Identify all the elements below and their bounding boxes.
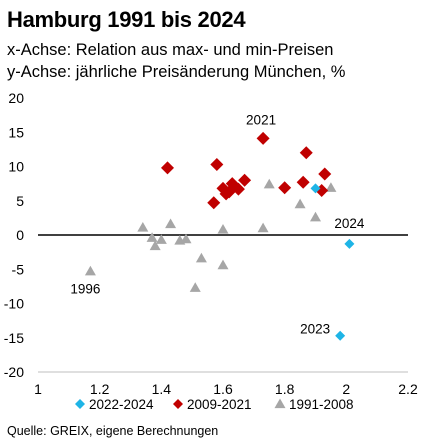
data-point-2009-2021: [296, 175, 310, 189]
x-tick-label: 2.2: [398, 381, 418, 397]
data-point-1991-2008: [84, 265, 96, 276]
legend-marker: [75, 399, 85, 409]
data-point-2009-2021: [161, 161, 174, 175]
data-point-1991-2008: [165, 218, 177, 229]
data-point-2022-2024: [335, 330, 346, 341]
data-point-1991-2008: [189, 282, 201, 292]
x-tick-label: 1.6: [213, 381, 233, 397]
y-tick-label: -15: [4, 330, 24, 346]
data-point-1991-2008: [137, 221, 149, 232]
data-point-1991-2008: [195, 252, 207, 263]
legend-label: 1991-2008: [289, 397, 354, 412]
data-point-1991-2008: [155, 234, 167, 244]
annotation-label: 1996: [70, 281, 100, 296]
chart-title: Hamburg 1991 bis 2024: [7, 7, 246, 32]
data-point-1991-2008: [263, 178, 275, 189]
data-point-1991-2008: [257, 222, 269, 233]
data-point-1991-2008: [217, 259, 229, 270]
y-tick-label: 10: [8, 159, 24, 175]
legend-marker: [274, 398, 286, 409]
x-tick-label: 1.8: [275, 381, 295, 397]
data-point-1991-2008: [146, 232, 158, 242]
legend-label: 2022-2024: [89, 397, 154, 412]
data-point-1991-2008: [325, 182, 337, 192]
data-point-2022-2024: [310, 183, 321, 194]
data-point-2009-2021: [231, 182, 245, 196]
data-point-2009-2021: [238, 173, 252, 187]
data-point-2009-2021: [278, 181, 292, 195]
data-point-1991-2008: [294, 198, 306, 209]
data-point-2022-2024: [344, 238, 355, 249]
chart-subtitle-x-axis: x-Achse: Relation aus max- und min-Preis…: [7, 41, 334, 59]
annotation-label: 2021: [246, 112, 276, 127]
y-tick-label: -20: [4, 364, 24, 380]
legend-marker: [173, 399, 183, 409]
data-point-2009-2021: [318, 167, 332, 181]
data-point-1991-2008: [180, 233, 192, 244]
y-tick-label: -5: [12, 261, 25, 277]
x-tick-label: 1.4: [152, 381, 172, 397]
data-point-2009-2021: [256, 131, 270, 145]
y-tick-label: -10: [4, 296, 24, 312]
annotation-label: 2024: [334, 216, 365, 231]
legend-label: 2009-2021: [187, 397, 252, 412]
x-tick-label: 1.2: [90, 381, 110, 397]
y-tick-label: 15: [8, 124, 24, 140]
data-point-2009-2021: [299, 146, 313, 160]
annotation-label: 2023: [300, 322, 330, 337]
data-point-1991-2008: [217, 224, 229, 234]
x-tick-label: 2: [342, 381, 350, 397]
data-point-1991-2008: [149, 240, 161, 251]
data-point-1991-2008: [310, 211, 321, 222]
chart-subtitle-y-axis: y-Achse: jährliche Preisänderung München…: [7, 63, 346, 81]
source-note: Quelle: GREIX, eigene Berechnungen: [7, 424, 219, 438]
x-tick-label: 1: [34, 381, 42, 397]
y-tick-label: 0: [16, 227, 24, 243]
y-tick-label: 20: [8, 90, 24, 106]
data-point-2009-2021: [210, 157, 224, 171]
data-point-2009-2021: [207, 196, 221, 210]
y-tick-label: 5: [16, 193, 24, 209]
